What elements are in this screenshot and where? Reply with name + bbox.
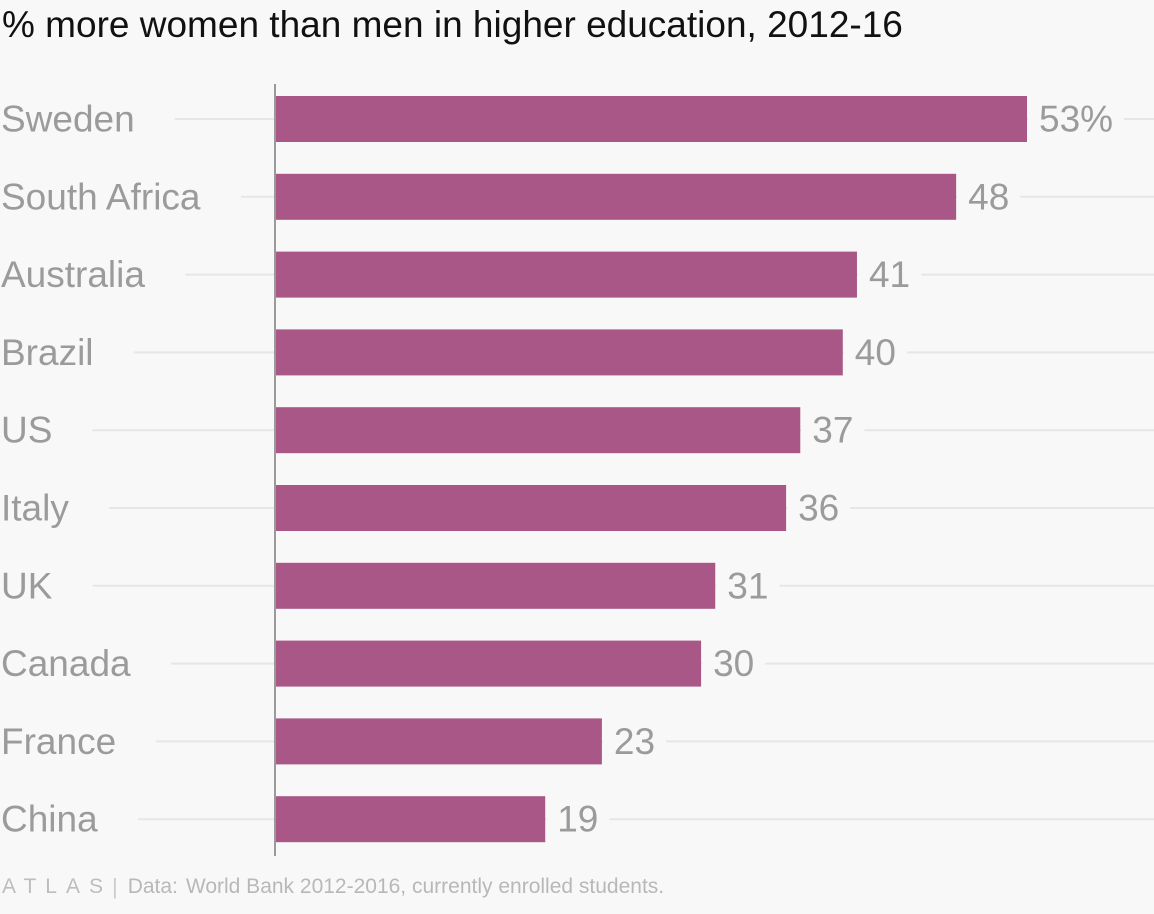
value-label-background (1028, 97, 1125, 141)
label-background (0, 719, 157, 764)
bar (276, 796, 546, 843)
value-label-background (716, 563, 780, 608)
value-label-background (801, 408, 865, 453)
value-label: 31 (727, 565, 768, 606)
value-label: 36 (798, 488, 839, 529)
footer-separator: | (111, 874, 118, 899)
value-label-background (787, 486, 851, 530)
label-background (0, 330, 134, 375)
bar (276, 485, 787, 531)
category-label: Sweden (1, 99, 135, 140)
value-label-background (957, 174, 1021, 219)
value-label-background (702, 641, 766, 686)
label-background (0, 486, 110, 530)
label-background (0, 174, 241, 219)
value-label: 48 (968, 176, 1009, 217)
value-label: 23 (614, 721, 655, 762)
value-label: 53% (1039, 99, 1113, 140)
value-label-background (602, 719, 667, 764)
category-label: Canada (1, 643, 131, 684)
value-label-background (546, 797, 610, 842)
bar (276, 407, 801, 454)
category-label: Brazil (1, 332, 94, 373)
value-label: 37 (812, 410, 853, 451)
source-label: Data: (127, 875, 178, 898)
category-label: UK (1, 565, 53, 606)
bar (276, 640, 702, 687)
value-label-background (857, 252, 922, 297)
value-label-background (843, 330, 907, 375)
value-label: 41 (869, 254, 910, 295)
bar (276, 718, 602, 765)
bar (276, 96, 1027, 142)
label-background (0, 797, 139, 842)
bar-chart: Sweden 53% South Africa 48 Australia 41 Brazil… (0, 84, 1154, 856)
category-label: Australia (1, 254, 145, 295)
label-background (0, 641, 172, 686)
category-label: US (1, 410, 52, 451)
bar (276, 562, 716, 609)
label-background (0, 563, 93, 608)
bar (276, 329, 843, 376)
category-label: China (1, 799, 98, 840)
value-label: 40 (855, 332, 896, 373)
bar (276, 173, 957, 220)
label-background (0, 97, 175, 141)
category-label: France (1, 721, 116, 762)
label-background (0, 252, 186, 297)
source-text: World Bank 2012-2016, currently enrolled… (185, 875, 665, 898)
value-label: 30 (713, 643, 754, 684)
label-background (0, 408, 93, 453)
bar (276, 251, 857, 298)
atlas-logo: ATLAS (2, 875, 112, 898)
footer: ATLAS | Data: World Bank 2012-2016, curr… (2, 874, 664, 900)
category-label: Italy (1, 488, 69, 529)
value-label: 19 (557, 799, 598, 840)
category-label: South Africa (1, 176, 201, 217)
chart-title: % more women than men in higher educatio… (2, 4, 903, 45)
